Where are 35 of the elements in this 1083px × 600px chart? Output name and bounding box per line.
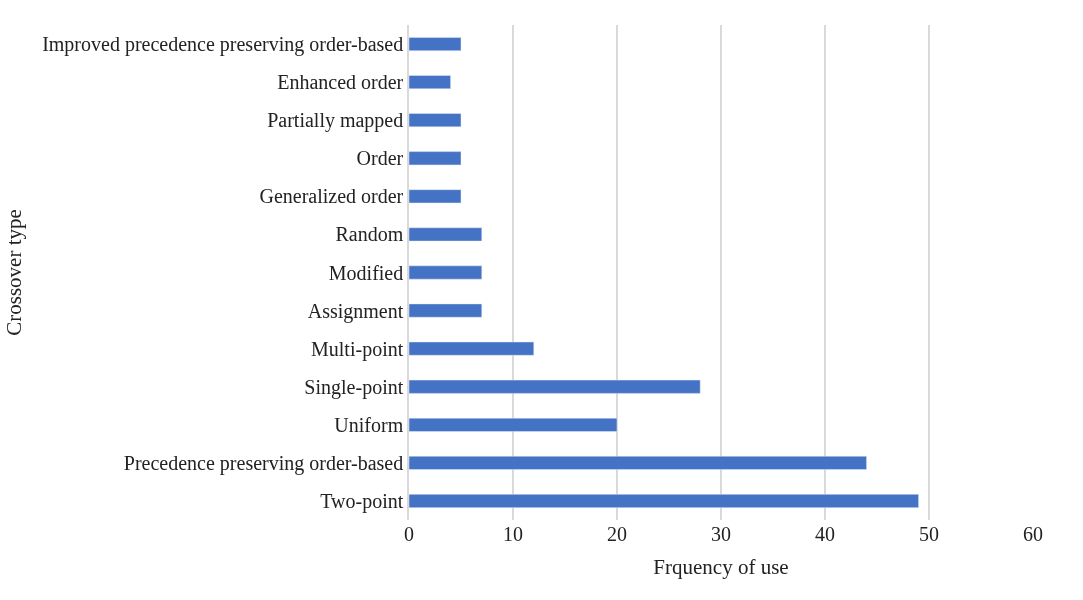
x-tick-label: 0 [404, 523, 414, 545]
y-tick-label: Multi-point [311, 337, 404, 361]
bar [409, 227, 483, 242]
bar [409, 379, 701, 394]
x-tick-label: 10 [503, 523, 523, 545]
bar [409, 303, 483, 318]
bar [409, 341, 535, 356]
y-tick-label: Modified [328, 261, 404, 284]
bar [409, 37, 462, 51]
y-tick-label: Random [335, 223, 404, 246]
y-axis-title: Crossover type [1, 209, 26, 336]
bar [409, 265, 483, 280]
x-tick-label: 40 [815, 523, 835, 545]
x-tick-label: 20 [607, 523, 627, 545]
bar [409, 494, 919, 508]
y-tick-label: Partially mapped [267, 109, 404, 133]
bar [409, 113, 462, 128]
y-tick-label: Order [356, 147, 404, 170]
y-tick-label: Enhanced order [277, 71, 404, 94]
x-tick-label: 50 [919, 523, 939, 545]
bar [409, 417, 618, 432]
y-tick-label: Uniform [334, 413, 404, 436]
x-axis-title: Frquency of use [653, 555, 789, 580]
y-tick-label: Improved precedence preserving order-based [42, 33, 404, 57]
x-tick-label: 60 [1023, 523, 1043, 545]
y-tick-label: Generalized order [259, 185, 404, 208]
x-tick-label: 30 [711, 523, 731, 545]
y-tick-label: Assignment [307, 299, 404, 323]
bar [409, 189, 462, 204]
bar [409, 75, 451, 90]
y-tick-label: Precedence preserving order-based [123, 451, 404, 475]
y-tick-label: Two-point [320, 489, 404, 513]
bar [409, 455, 867, 470]
y-tick-label: Single-point [304, 375, 404, 399]
bar [409, 151, 462, 166]
